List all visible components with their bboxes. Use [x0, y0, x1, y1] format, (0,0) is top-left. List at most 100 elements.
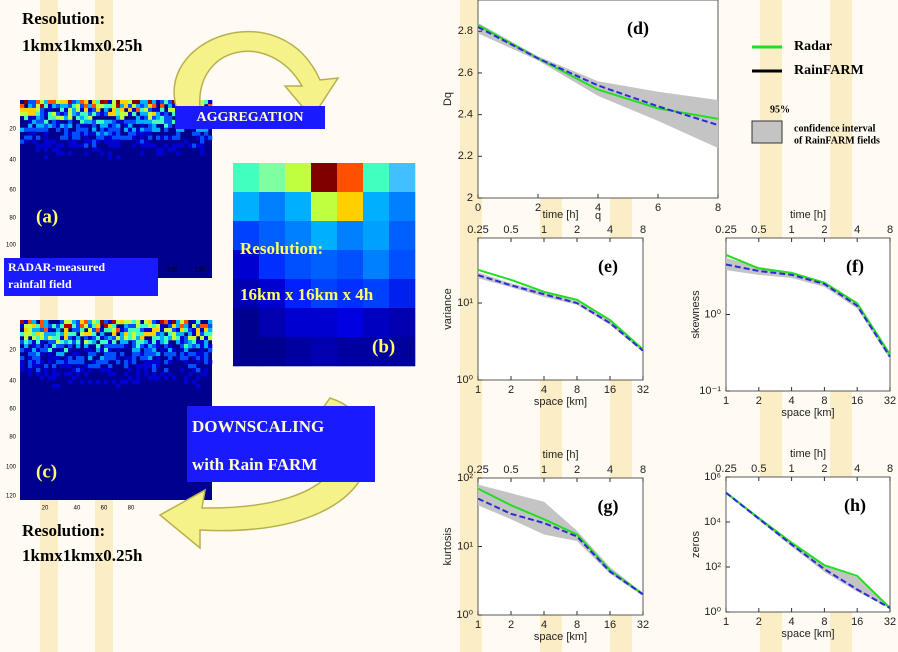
- heatmap-cell: [88, 356, 92, 360]
- heatmap-cell: [116, 108, 120, 112]
- heatmap-cell: [128, 320, 132, 324]
- heatmap-cell: [44, 336, 48, 340]
- heatmap-cell: [56, 112, 60, 116]
- heatmap-cell: [108, 128, 112, 132]
- x2-tick-label: 1: [789, 224, 795, 236]
- heatmap-cell: [108, 328, 112, 332]
- heatmap-cell: [136, 320, 140, 324]
- heatmap-cell: [128, 368, 132, 372]
- heatmap-cell: [104, 132, 108, 136]
- heatmap-cell: [92, 336, 96, 340]
- heatmap-cell: [72, 136, 76, 140]
- heatmap-cell: [172, 336, 176, 340]
- heatmap-cell: [152, 360, 156, 364]
- heatmap-cell: [68, 380, 72, 384]
- heatmap-cell: [160, 136, 164, 140]
- x2-tick-label: 8: [640, 224, 646, 236]
- heatmap-cell: [112, 320, 116, 324]
- heatmap-cell: [44, 348, 48, 352]
- heatmap-cell: [48, 344, 52, 348]
- heatmap-cell: [112, 372, 116, 376]
- downscaling-label: with Rain FARM: [192, 455, 317, 474]
- heatmap-cell: [104, 380, 108, 384]
- heatmap-cell: [64, 324, 68, 328]
- heatmap-cell: [48, 328, 52, 332]
- heatmap-cell: [120, 120, 124, 124]
- heatmap-cell: [20, 360, 24, 364]
- heatmap-cell: [20, 348, 24, 352]
- heatmap-cell: [136, 380, 140, 384]
- heatmap-cell: [164, 320, 168, 324]
- heatmap-cell: [148, 124, 152, 128]
- heatmap-cell: [32, 320, 36, 324]
- resolution-label: Resolution:: [22, 521, 105, 540]
- x-tick-label: 2: [508, 384, 514, 396]
- heatmap-cell: [128, 360, 132, 364]
- heatmap-cell: [88, 348, 92, 352]
- heatmap-cell: [56, 336, 60, 340]
- heatmap-cell: [40, 100, 44, 104]
- heatmap-cell: [20, 320, 24, 324]
- resolution-value: 16km x 16km x 4h: [240, 285, 374, 304]
- heatmap-cell: [164, 336, 168, 340]
- heatmap-cell: [100, 336, 104, 340]
- heatmap-cell: [88, 340, 92, 344]
- heatmap-cell: [140, 132, 144, 136]
- heatmap-cell: [80, 368, 84, 372]
- heatmap-cell: [112, 324, 116, 328]
- heatmap-cell: [192, 352, 196, 356]
- resolution-label: Resolution:: [22, 9, 105, 28]
- heatmap-cell: [168, 372, 172, 376]
- heatmap-cell: [132, 128, 136, 132]
- heatmap-cell: [56, 356, 60, 360]
- y-tick-label: 2.2: [458, 150, 473, 162]
- panel-tag: (d): [627, 18, 649, 39]
- heatmap-cell: [76, 132, 80, 136]
- heatmap-cell: [148, 356, 152, 360]
- heatmap-cell: [44, 332, 48, 336]
- heatmap-cell: [28, 364, 32, 368]
- image-tick-label: 60: [9, 188, 16, 194]
- heatmap-cell: [172, 352, 176, 356]
- heatmap-cell: [68, 151, 72, 155]
- heatmap-cell: [160, 147, 164, 151]
- heatmap-cell: [120, 104, 124, 108]
- heatmap-cell: [80, 356, 84, 360]
- heatmap-cell: [196, 324, 200, 328]
- heatmap-cell: [140, 352, 144, 356]
- heatmap-cell: [28, 360, 32, 364]
- heatmap-cell: [184, 376, 188, 380]
- heatmap-cell: [40, 376, 44, 380]
- heatmap-cell: [116, 336, 120, 340]
- heatmap-cell: [136, 328, 140, 332]
- heatmap-cell: [80, 324, 84, 328]
- heatmap-cell: [200, 144, 204, 148]
- heatmap-cell: [156, 332, 160, 336]
- heatmap-cell: [76, 100, 80, 104]
- heatmap-cell: [36, 324, 40, 328]
- heatmap-cell: [36, 348, 40, 352]
- x-tick-label: 4: [541, 619, 547, 631]
- x-tick-label: 16: [604, 384, 616, 396]
- heatmap-cell: [20, 112, 24, 116]
- heatmap-cell: [56, 344, 60, 348]
- heatmap-cell: [204, 332, 208, 336]
- x2-axis-label: time [h]: [542, 449, 578, 461]
- heatmap-cell: [140, 340, 144, 344]
- heatmap-cell: [44, 372, 48, 376]
- heatmap-cell: [156, 328, 160, 332]
- heatmap-cell: [36, 147, 40, 151]
- heatmap-cell: [164, 120, 168, 124]
- heatmap-cell: [88, 140, 92, 144]
- heatmap-cell: [128, 120, 132, 124]
- heatmap-cell: [52, 344, 56, 348]
- heatmap-cell: [112, 356, 116, 360]
- coarse-cell: [337, 250, 363, 279]
- heatmap-cell: [124, 124, 128, 128]
- heatmap-cell: [144, 132, 148, 136]
- heatmap-cell: [140, 100, 144, 104]
- heatmap-cell: [208, 136, 212, 140]
- heatmap-cell: [32, 104, 36, 108]
- heatmap-cell: [156, 116, 160, 120]
- heatmap-cell: [140, 336, 144, 340]
